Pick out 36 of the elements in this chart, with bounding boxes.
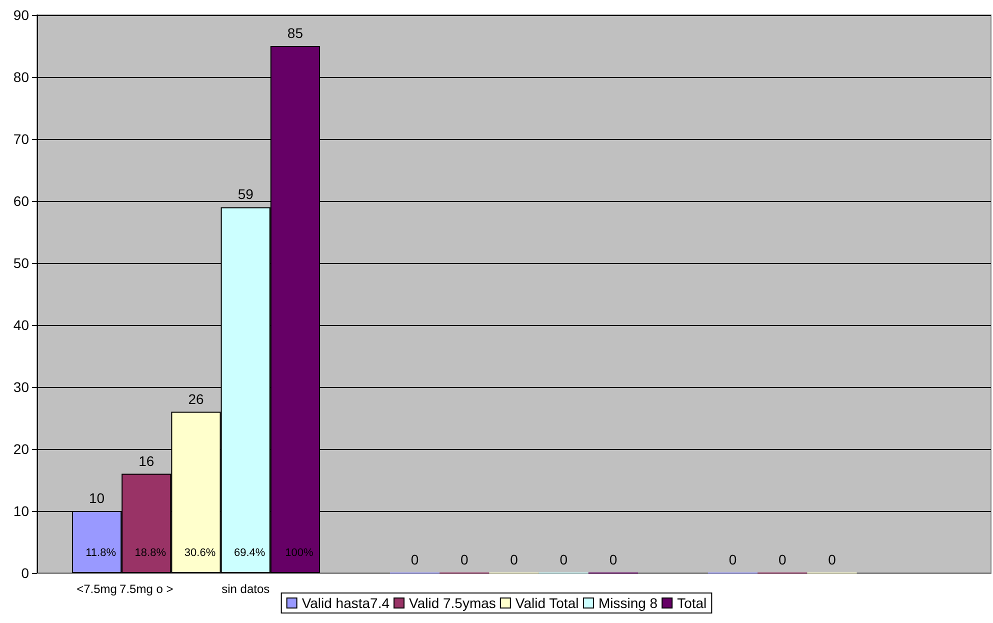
y-tick-label: 80: [13, 69, 30, 85]
y-tick-label: 40: [13, 317, 30, 333]
annotation: 11.8%: [86, 547, 116, 559]
y-tick-label: 60: [13, 193, 30, 209]
annotation: 30.6%: [184, 547, 216, 559]
text: sin datos: [222, 582, 270, 596]
y-tick-label: 70: [13, 131, 30, 147]
y-tick-label: 0: [21, 565, 30, 581]
text: 7.5mg o >: [120, 582, 174, 596]
data-label: 26: [188, 390, 204, 407]
data-label: 0: [609, 552, 618, 568]
text: <7.5mg: [76, 582, 117, 596]
y-tick-label: 30: [13, 379, 30, 395]
data-label: 10: [88, 490, 105, 506]
legend-label: Valid 7.5ymas: [409, 595, 496, 611]
data-label: 85: [287, 25, 304, 41]
data-label: 59: [238, 186, 254, 202]
y-tick-label: 90: [13, 7, 30, 23]
data-label: 0: [410, 552, 419, 568]
data-label: 0: [828, 552, 836, 568]
annotation: 100%: [285, 547, 314, 559]
annotation: 69.4%: [234, 547, 266, 559]
y-tick-label: 20: [13, 441, 30, 457]
data-label: 0: [560, 552, 568, 568]
data-label: 0: [460, 552, 468, 568]
data-label: 16: [138, 452, 154, 469]
legend-label: Missing 8: [598, 595, 658, 611]
data-label: 0: [778, 552, 786, 568]
legend-label: Valid hasta7.4: [302, 595, 390, 611]
annotation: 18.8%: [134, 547, 166, 559]
legend-label: Valid Total: [515, 595, 579, 611]
y-tick-label: 10: [13, 503, 30, 519]
data-label: 0: [728, 552, 737, 568]
data-label: 0: [510, 552, 518, 568]
legend-label: Total: [677, 595, 707, 611]
y-tick-label: 50: [13, 255, 30, 271]
